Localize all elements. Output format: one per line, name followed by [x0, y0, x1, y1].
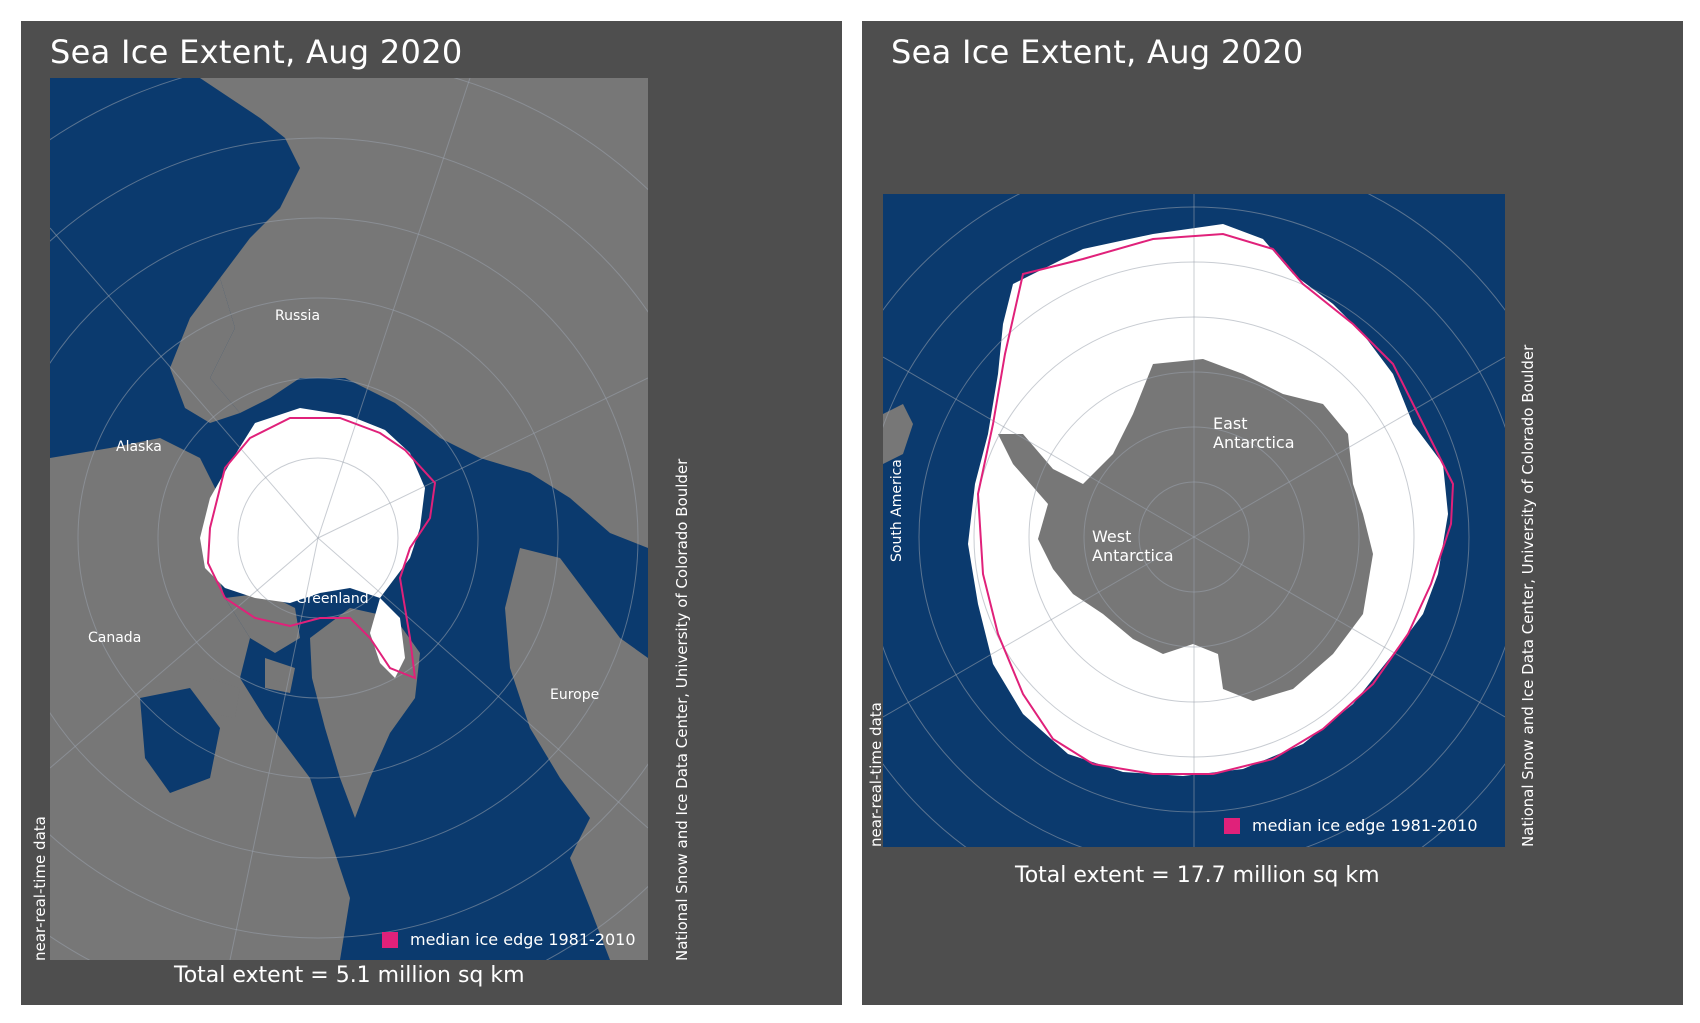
- label-alaska: Alaska: [116, 439, 162, 455]
- antarctic-graticule: [883, 194, 1505, 847]
- europe-landmass: [505, 548, 648, 960]
- antarctic-near-real-time: near-real-time data: [867, 702, 885, 847]
- antarctic-map: East Antarctica West Antarctica South Am…: [883, 194, 1505, 847]
- label-west-antarctica-1: West: [1092, 527, 1132, 546]
- antarctic-credit: National Snow and Ice Data Center, Unive…: [1519, 344, 1537, 847]
- arctic-legend-label: median ice edge 1981-2010: [410, 930, 636, 949]
- antarctica-landmass: [998, 359, 1373, 701]
- hudson-bay: [140, 688, 220, 793]
- antarctic-legend-label: median ice edge 1981-2010: [1252, 816, 1478, 835]
- arctic-panel: Sea Ice Extent, Aug 2020: [21, 21, 842, 1005]
- label-west-antarctica-2: Antarctica: [1092, 546, 1174, 565]
- legend-swatch: [382, 931, 398, 948]
- russia-landmass: [200, 78, 648, 548]
- arctic-map: Russia Alaska Canada Greenland Europe me…: [50, 78, 648, 960]
- arctic-total-extent: Total extent = 5.1 million sq km: [174, 963, 525, 988]
- arctic-near-real-time: near-real-time data: [31, 816, 49, 961]
- arctic-title: Sea Ice Extent, Aug 2020: [50, 33, 463, 71]
- antarctic-title: Sea Ice Extent, Aug 2020: [891, 33, 1304, 71]
- label-east-antarctica-1: East: [1213, 414, 1248, 433]
- antarctic-median-edge: [976, 232, 1455, 775]
- label-greenland: Greenland: [296, 591, 369, 607]
- south-america-land: [883, 404, 913, 464]
- label-east-antarctica-2: Antarctica: [1213, 433, 1295, 452]
- arctic-legend: median ice edge 1981-2010: [382, 930, 636, 949]
- arctic-map-svg: [50, 78, 648, 960]
- legend-swatch: [1224, 817, 1240, 834]
- label-canada: Canada: [88, 630, 142, 646]
- label-russia: Russia: [275, 308, 321, 324]
- antarctic-panel: Sea Ice Extent, Aug 2020: [862, 21, 1683, 1005]
- arctic-graticule: [50, 78, 648, 960]
- label-europe: Europe: [550, 687, 600, 703]
- north-america-landmass: [50, 438, 350, 960]
- arctic-credit: National Snow and Ice Data Center, Unive…: [673, 458, 691, 961]
- antarctic-map-svg: [883, 194, 1505, 847]
- antarctic-legend: median ice edge 1981-2010: [1224, 816, 1478, 835]
- antarctic-total-extent: Total extent = 17.7 million sq km: [1015, 863, 1380, 888]
- label-south-america: South America: [889, 459, 905, 562]
- arctic-median-edge: [206, 417, 437, 680]
- arctic-islands: [210, 593, 300, 718]
